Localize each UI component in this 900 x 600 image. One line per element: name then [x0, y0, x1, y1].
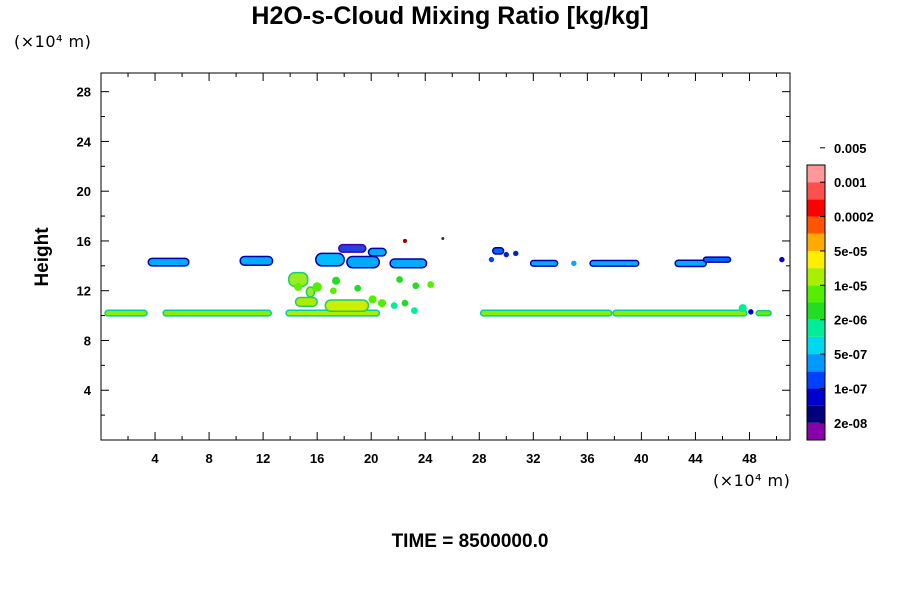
cloud-speck: [427, 281, 435, 288]
cloud-speck: [294, 282, 303, 292]
cloud-speck: [402, 238, 407, 243]
colorbar-label: 0.001: [834, 175, 867, 190]
y-axis-unit: (×10⁴ m): [14, 32, 92, 51]
cloud-band: [479, 309, 613, 317]
colorbar-swatch: [807, 354, 825, 372]
cloud-band: [612, 309, 748, 317]
cloud-band: [294, 296, 318, 308]
colorbar-swatch: [807, 216, 825, 234]
cloud-band: [305, 286, 316, 298]
cloud-speck: [354, 284, 362, 292]
time-label: TIME = 8500000.0: [391, 531, 549, 552]
cloud-speck: [503, 251, 509, 258]
x-tick-label: 12: [256, 451, 270, 466]
x-tick-label: 28: [472, 451, 486, 466]
x-tick-label: 24: [418, 451, 433, 466]
x-tick-label: 40: [634, 451, 648, 466]
colorbar-label: 0.0002: [834, 210, 874, 225]
plot-frame: [100, 72, 791, 441]
x-tick-label: 8: [205, 451, 212, 466]
colorbar-swatch: [807, 371, 825, 389]
x-tick-label: 20: [364, 451, 378, 466]
cloud-band: [367, 247, 387, 257]
colorbar-swatch: [807, 233, 825, 251]
colorbar: 2e-08 1e-07 5e-07 2e-06 1e-05 5e-05 0.0002 0.00…: [806, 141, 874, 441]
colorbar-label: 1e-05: [834, 278, 867, 293]
cloud-band: [492, 247, 505, 255]
cloud-band: [529, 259, 559, 267]
x-tick-label: 32: [526, 451, 540, 466]
colorbar-swatch: [807, 422, 825, 440]
cloud-speck: [412, 282, 420, 290]
cloud-speck: [738, 304, 747, 313]
y-tick-label: 20: [77, 184, 91, 199]
cloud-band: [702, 256, 732, 263]
cloud-band: [338, 243, 367, 253]
cloud-band: [104, 309, 148, 317]
cloud-band: [147, 257, 190, 267]
y-tick-label: 8: [84, 333, 91, 348]
cloud-speck: [513, 250, 519, 257]
y-tick-label: 16: [77, 234, 91, 249]
cloud-band: [389, 258, 428, 269]
cloud-speck: [488, 256, 495, 263]
colorbar-label: 2e-08: [834, 416, 867, 431]
colorbar-swatch: [807, 388, 825, 406]
chart-title: H2O-s-Cloud Mixing Ratio [kg/kg]: [251, 2, 649, 30]
cloud-speck: [779, 256, 785, 263]
cloud-field: [104, 236, 785, 317]
x-tick-label: 4: [151, 451, 159, 466]
colorbar-label: 1e-07: [834, 381, 867, 396]
colorbar-swatch: [807, 302, 825, 320]
cloud-speck: [571, 260, 577, 267]
cloud-speck: [441, 236, 445, 240]
y-tick-label: 24: [77, 134, 92, 149]
colorbar-swatch: [807, 268, 825, 286]
cloud-speck: [368, 295, 377, 304]
cloud-band: [239, 255, 274, 266]
cloud-band: [324, 299, 370, 312]
colorbar-swatch: [807, 182, 825, 200]
cloud-band: [589, 259, 640, 267]
colorbar-label: 5e-07: [834, 347, 867, 362]
colorbar-swatch: [807, 336, 825, 355]
cloud-band: [674, 259, 707, 268]
cloud-band: [755, 309, 772, 317]
colorbar-swatch: [807, 285, 825, 303]
colorbar-label: 2e-06: [834, 313, 867, 328]
cloud-speck: [312, 282, 322, 292]
cloud-speck: [332, 276, 341, 285]
x-tick-label: 16: [310, 451, 324, 466]
x-tick-label: 36: [580, 451, 594, 466]
colorbar-label: 5e-05: [834, 244, 867, 259]
cloud-speck: [448, 276, 452, 280]
cloud-band: [162, 309, 272, 317]
colorbar-label: 0.005: [834, 141, 867, 156]
cloud-speck: [411, 307, 418, 314]
x-axis-unit: (×10⁴ m): [713, 471, 791, 490]
x-tick-label: 48: [742, 451, 756, 466]
cloud-speck: [390, 302, 398, 310]
cloud-speck: [377, 299, 387, 308]
cloud-band: [346, 255, 381, 269]
cloud-speck: [396, 276, 403, 283]
y-tick-label: 28: [77, 85, 91, 100]
colorbar-swatch: [807, 165, 825, 183]
cloud-band: [315, 252, 345, 267]
colorbar-swatch: [807, 199, 825, 217]
colorbar-swatch: [807, 405, 825, 423]
cloud-speck: [748, 309, 754, 315]
cloud-speck: [401, 299, 409, 307]
x-tick-label: 44: [688, 451, 703, 466]
colorbar-frame: [806, 164, 826, 441]
colorbar-swatch: [807, 250, 825, 269]
y-tick-label: 12: [77, 284, 91, 299]
cloud-speck: [329, 287, 337, 295]
colorbar-swatch: [807, 319, 825, 337]
y-tick-label: 4: [84, 383, 92, 398]
